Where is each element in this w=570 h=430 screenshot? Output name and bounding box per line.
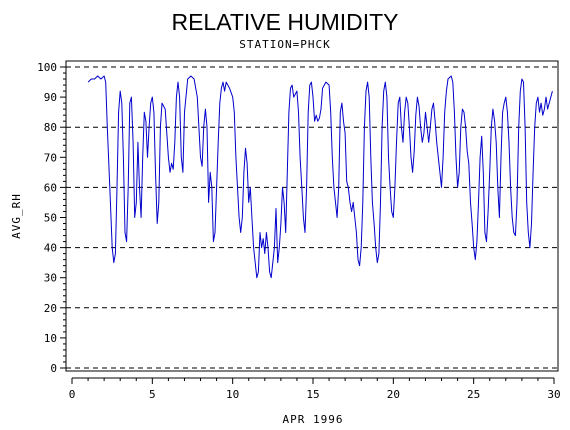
plot-frame — [65, 60, 559, 372]
x-tick-label: 30 — [547, 388, 560, 401]
y-tick-label: 0 — [50, 362, 57, 375]
x-tick-label: 25 — [467, 388, 480, 401]
y-tick-label: 50 — [44, 212, 57, 225]
series-group — [87, 75, 553, 279]
y-tick-label: 60 — [44, 181, 57, 194]
y-tick-label: 70 — [44, 151, 57, 164]
x-tick-label: 0 — [69, 388, 76, 401]
x-tick-label: 10 — [226, 388, 239, 401]
y-tick-label: 90 — [44, 91, 57, 104]
y-axis-label: AVG_RH — [10, 193, 23, 239]
x-axis: 0 5 10 15 20 25 30 — [69, 377, 561, 401]
y-tick-label: 40 — [44, 242, 57, 255]
x-tick-label: 20 — [387, 388, 400, 401]
y-tick-label: 20 — [44, 302, 57, 315]
chart-subtitle: STATION=PHCK — [239, 38, 330, 51]
y-tick-label: 80 — [44, 121, 57, 134]
x-tick-label: 5 — [149, 388, 156, 401]
y-tick-label: 10 — [44, 332, 57, 345]
chart-title: RELATIVE HUMIDITY — [171, 9, 398, 35]
y-tick-label: 100 — [37, 61, 57, 74]
x-tick-label: 15 — [306, 388, 319, 401]
y-tick-label: 30 — [44, 272, 57, 285]
y-axis: 0 10 20 30 40 50 60 70 80 90 100 — [37, 61, 66, 375]
x-axis-label: APR 1996 — [283, 413, 344, 426]
series-line — [87, 75, 553, 279]
gridlines — [66, 66, 558, 369]
